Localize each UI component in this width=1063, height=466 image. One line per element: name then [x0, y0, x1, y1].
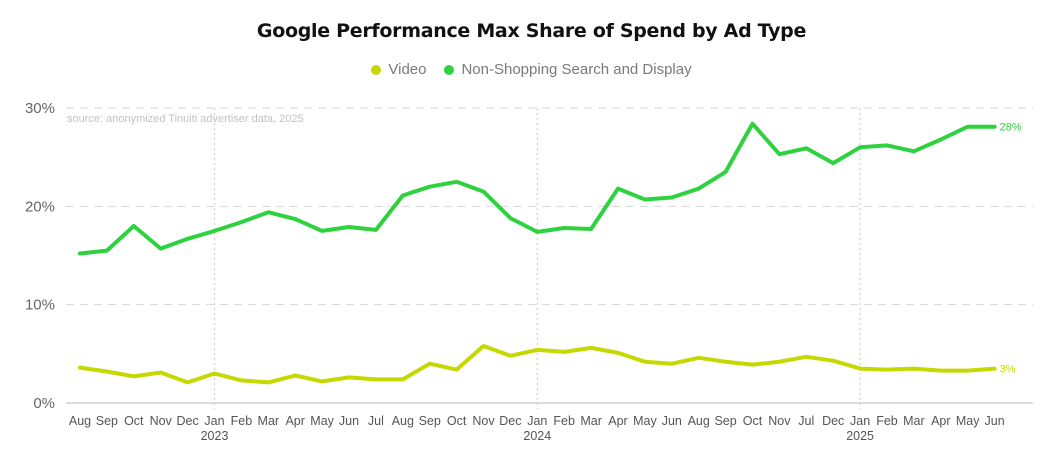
x-tick-label: Mar [258, 414, 280, 428]
x-tick-label: Oct [124, 414, 144, 428]
x-tick-label: Aug [392, 414, 414, 428]
x-tick-label: Apr [608, 414, 627, 428]
series-lines [78, 121, 997, 385]
legend-label-non-shopping: Non-Shopping Search and Display [461, 61, 692, 78]
x-tick-label: Jan [527, 414, 547, 428]
y-axis: 0% 10% 20% 30% [25, 100, 55, 412]
end-label: 3% [1000, 364, 1016, 376]
x-tick-label: Jan [204, 414, 224, 428]
x-year-label: 2024 [523, 429, 551, 443]
x-tick-label: Jul [368, 414, 384, 428]
end-label: 28% [1000, 122, 1022, 134]
y-tick-label: 20% [25, 198, 55, 215]
x-tick-label: Dec [176, 414, 198, 428]
y-tick-label: 10% [25, 297, 55, 314]
legend-item-video[interactable]: Video [371, 61, 426, 78]
x-tick-label: Sep [714, 414, 736, 428]
x-tick-label: Sep [96, 414, 118, 428]
legend: Video Non-Shopping Search and Display [0, 61, 1063, 78]
x-tick-label: Nov [768, 414, 791, 428]
x-year-label: 2025 [846, 429, 874, 443]
x-tick-label: Aug [688, 414, 710, 428]
chart-title: Google Performance Max Share of Spend by… [256, 20, 807, 42]
x-tick-label: Sep [419, 414, 441, 428]
x-tick-label: Jan [850, 414, 870, 428]
x-tick-label: Mar [580, 414, 602, 428]
x-tick-label: Apr [285, 414, 304, 428]
y-tick-label: 30% [25, 100, 55, 117]
end-labels: 3% 28% [1000, 122, 1022, 376]
x-tick-label: Jun [339, 414, 359, 428]
x-tick-label: Mar [903, 414, 925, 428]
x-tick-label: Oct [447, 414, 467, 428]
x-tick-label: Apr [931, 414, 950, 428]
x-tick-label: Jun [662, 414, 682, 428]
legend-label-video: Video [388, 61, 427, 78]
y-tick-label: 0% [33, 395, 55, 412]
x-tick-label: Nov [150, 414, 173, 428]
x-tick-label: Feb [876, 414, 898, 428]
legend-marker-video [371, 64, 382, 75]
x-tick-label: Feb [231, 414, 253, 428]
x-year-label: 2023 [201, 429, 229, 443]
x-tick-label: May [633, 414, 657, 428]
x-tick-label: Nov [472, 414, 495, 428]
source-note: source: anonymized Tinuiti advertiser da… [67, 113, 304, 125]
x-tick-label: May [310, 414, 334, 428]
x-tick-label: Jul [798, 414, 814, 428]
legend-marker-non-shopping [444, 64, 455, 75]
gridlines [66, 107, 1033, 409]
x-tick-label: Feb [553, 414, 575, 428]
x-tick-label: Dec [822, 414, 844, 428]
x-tick-label: Oct [743, 414, 763, 428]
x-tick-label: Jun [985, 414, 1005, 428]
x-tick-label: Aug [69, 414, 91, 428]
x-tick-label: Dec [499, 414, 521, 428]
x-tick-label: May [956, 414, 980, 428]
legend-item-non-shopping[interactable]: Non-Shopping Search and Display [444, 61, 692, 78]
